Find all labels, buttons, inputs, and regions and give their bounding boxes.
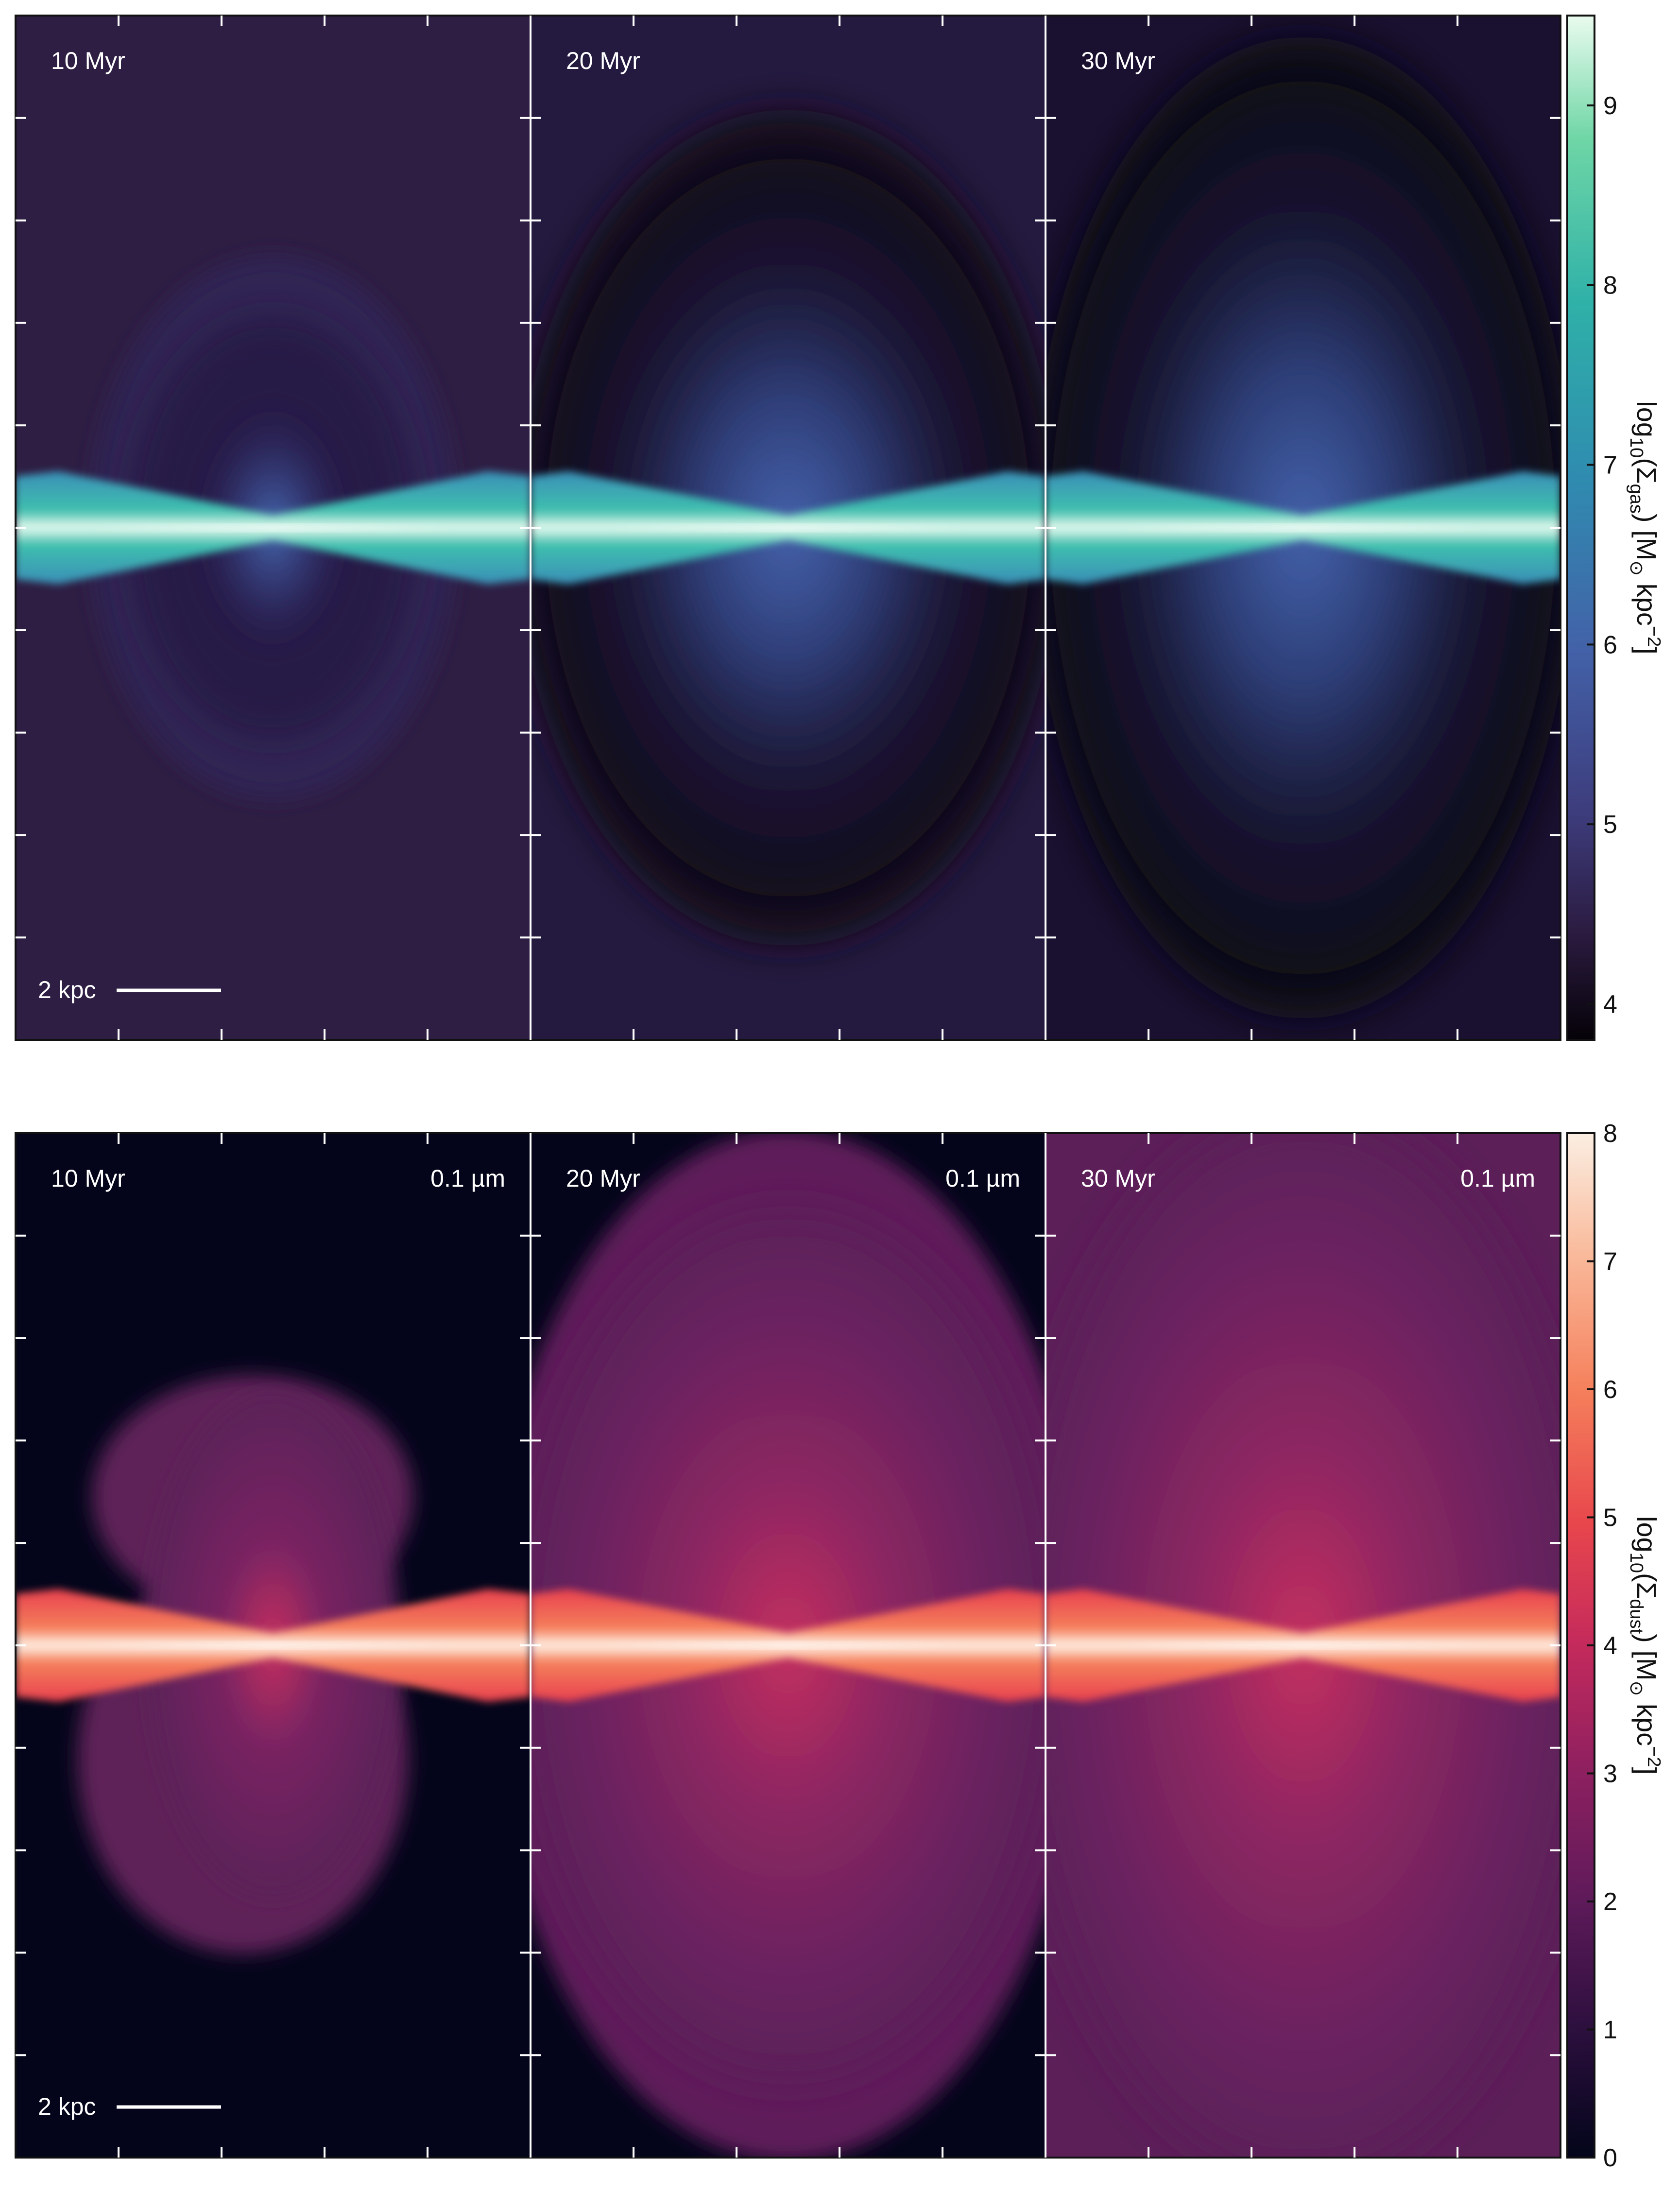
top-colorbar-tick-label: 8 <box>1603 272 1617 300</box>
bottom-size-label-10: 0.1 µm <box>430 1165 505 1192</box>
bottom-colorbar-tick-label: 3 <box>1603 1760 1617 1788</box>
bottom-panel-10myr <box>16 1133 531 2158</box>
top-panel-10myr <box>16 16 531 1040</box>
top-colorbar-tick-label: 6 <box>1603 631 1617 659</box>
top-panel-20myr <box>531 16 1046 1040</box>
bottom-time-label-30: 30 Myr <box>1081 1165 1155 1192</box>
top-colorbar-ticks: 4 5 6 7 8 9 <box>1587 92 1617 1019</box>
bottom-colorbar-ticks: 0 1 2 3 4 5 6 7 8 <box>1587 1120 1617 2172</box>
top-time-label-20: 20 Myr <box>566 47 640 74</box>
top-ticks <box>16 16 1560 1040</box>
top-colorbar <box>1566 15 1595 1041</box>
bottom-colorbar-tick-label: 7 <box>1603 1248 1617 1276</box>
bottom-panel-20myr <box>531 1133 1046 2158</box>
bottom-colorbar-label: log10(Σdust) [M⊙ kpc−2] <box>1626 1516 1664 1775</box>
top-colorbar-label: log10(Σgas) [M⊙ kpc−2] <box>1626 401 1664 654</box>
bottom-panel-30myr <box>1046 1133 1560 2158</box>
bottom-colorbar-tick-label: 2 <box>1603 1888 1617 1916</box>
top-time-label-10: 10 Myr <box>51 47 125 74</box>
bottom-colorbar-tick-label: 6 <box>1603 1376 1617 1404</box>
top-colorbar-tick-label: 7 <box>1603 451 1617 480</box>
bottom-colorbar-tick-label: 1 <box>1603 2016 1617 2044</box>
top-scale-label: 2 kpc <box>38 976 96 1003</box>
bottom-size-label-20: 0.1 µm <box>945 1165 1020 1192</box>
bottom-colorbar-tick-label: 5 <box>1603 1504 1617 1532</box>
bottom-ticks <box>16 1133 1560 2158</box>
top-colorbar-tick-label: 4 <box>1603 990 1617 1019</box>
bottom-time-label-20: 20 Myr <box>566 1165 640 1192</box>
bottom-scale-label: 2 kpc <box>38 2093 96 2120</box>
top-time-label-30: 30 Myr <box>1081 47 1155 74</box>
bottom-colorbar-tick-label: 4 <box>1603 1632 1617 1660</box>
bottom-colorbar-tick-label: 0 <box>1603 2144 1617 2172</box>
top-panel-30myr <box>1046 16 1560 1040</box>
bottom-time-label-10: 10 Myr <box>51 1165 125 1192</box>
bottom-colorbar-tick-label: 8 <box>1603 1120 1617 1148</box>
bottom-colorbar <box>1566 1132 1595 2159</box>
bottom-size-label-30: 0.1 µm <box>1460 1165 1535 1192</box>
top-colorbar-tick-label: 5 <box>1603 811 1617 839</box>
top-colorbar-tick-label: 9 <box>1603 92 1617 120</box>
